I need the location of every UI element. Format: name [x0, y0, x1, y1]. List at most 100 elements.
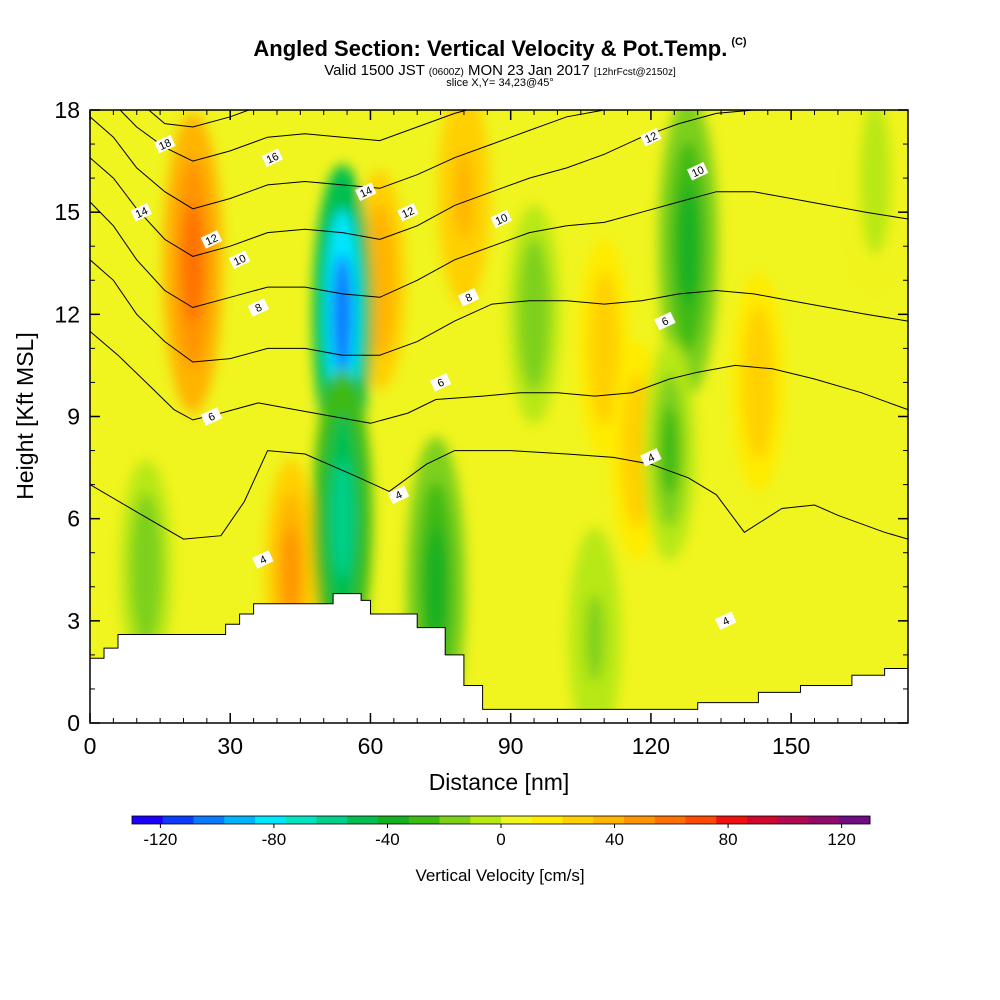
contour-label-text: 18	[157, 137, 173, 153]
theta-contour-12	[90, 110, 908, 257]
contour-label-box	[397, 202, 419, 222]
contour-label-text: 16	[265, 151, 281, 167]
contour-label-14: 14	[355, 182, 377, 201]
velocity-cell-peak	[182, 203, 204, 324]
colorbar-swatch	[593, 816, 625, 824]
velocity-cell-peak	[660, 406, 679, 495]
contour-label-12: 12	[397, 202, 419, 222]
valid-time-utc: (0600Z)	[428, 67, 464, 78]
contour-label-10: 10	[687, 162, 709, 181]
colorbar-tick-label: 40	[605, 830, 624, 849]
contour-label-10: 10	[490, 209, 512, 229]
colorbar-swatch	[624, 816, 656, 824]
contour-label-8: 8	[247, 298, 269, 317]
contour-label-box	[654, 311, 676, 331]
contour-label-12: 12	[200, 230, 223, 249]
contour-label-text: 6	[207, 411, 218, 424]
x-axis-label: Distance [nm]	[429, 769, 570, 795]
colorbar-swatch	[531, 816, 563, 824]
colorbar-swatch	[347, 816, 379, 824]
contour-label-6: 6	[200, 407, 223, 426]
contour-label-10: 10	[228, 250, 251, 270]
colorbar-swatch	[562, 816, 594, 824]
colorbar-tick-label: -120	[143, 830, 177, 849]
colorbar-swatch	[439, 816, 471, 824]
x-tick-label: 150	[772, 733, 810, 759]
contour-label-box	[261, 148, 283, 167]
chart-subtitle: Valid 1500 JST (0600Z) MON 23 Jan 2017 […	[0, 62, 1000, 79]
contour-label-box	[200, 407, 223, 426]
colorbar-swatch	[224, 816, 256, 824]
contour-label-text: 4	[394, 489, 405, 502]
terrain-profile	[90, 593, 908, 723]
plot-area: 4 4 4 4 6 6 6 8 8 10 10 10 12 12 12 14 14 16 18	[89, 109, 909, 724]
contour-label-box	[200, 230, 223, 249]
y-tick-label: 12	[54, 301, 80, 327]
contour-label-text: 10	[494, 212, 510, 228]
theta-contour-4	[90, 450, 908, 540]
colorbar-swatch	[162, 816, 194, 824]
contour-label-4: 4	[715, 611, 737, 631]
chart-title-units: (C)	[731, 36, 747, 48]
slice-info: slice X,Y= 34,23@45°	[446, 77, 554, 89]
colorbar-swatch	[716, 816, 748, 824]
field-cells	[120, 110, 902, 723]
y-tick-label: 9	[67, 404, 80, 430]
vertical-velocity-field	[90, 110, 908, 723]
x-tick-label: 30	[217, 733, 243, 759]
velocity-cell-peak	[331, 458, 353, 579]
velocity-cell-peak	[454, 151, 474, 240]
contour-label-box	[715, 611, 737, 631]
contour-label-box	[247, 298, 269, 317]
colorbar-swatch	[132, 816, 164, 824]
contour-label-box	[355, 182, 377, 201]
chart-title-text: Angled Section: Vertical Velocity & Pot.…	[253, 36, 728, 61]
contour-label-8: 8	[457, 288, 480, 307]
x-tick-label: 0	[84, 733, 97, 759]
contour-label-14: 14	[130, 202, 153, 222]
velocity-cell-peak	[866, 134, 885, 223]
forecast-info: [12hrFcst@2150z]	[593, 67, 676, 78]
colorbar-swatch	[408, 816, 440, 824]
chart-title: Angled Section: Vertical Velocity & Pot.…	[0, 36, 1000, 62]
colorbar-swatch	[685, 816, 717, 824]
velocity-cell-peak	[595, 304, 614, 393]
contour-label-text: 12	[400, 205, 416, 221]
contour-label-box	[640, 127, 662, 147]
colorbar: -120 -80 -40 0 40 80 120	[131, 815, 871, 849]
velocity-cell-peak	[627, 406, 646, 495]
y-tick-label: 18	[54, 97, 80, 123]
velocity-cell-peak	[425, 526, 447, 647]
contour-label-text: 14	[134, 205, 150, 221]
velocity-cell-peak	[136, 525, 156, 614]
colorbar-swatch	[777, 816, 809, 824]
colorbar-tick-label: 120	[827, 830, 855, 849]
colorbar-swatch	[316, 816, 348, 824]
contour-label-text: 4	[258, 554, 269, 567]
velocity-cell-peak	[281, 525, 301, 614]
theta-contour-16	[119, 110, 469, 162]
contour-label-text: 4	[721, 615, 732, 628]
contour-label-text: 8	[253, 302, 264, 315]
contour-label-text: 12	[643, 130, 659, 146]
y-tick-label: 0	[67, 710, 80, 736]
contour-label-text: 10	[690, 164, 706, 180]
contour-label-4: 4	[387, 485, 410, 505]
contour-label-box	[228, 250, 251, 270]
contour-label-4: 4	[252, 550, 274, 569]
contour-label-text: 8	[464, 291, 475, 304]
contour-label-text: 12	[204, 232, 220, 248]
colorbar-swatch	[839, 816, 871, 824]
contour-label-12: 12	[640, 127, 662, 147]
colorbar-tick-label: 80	[719, 830, 738, 849]
x-tick-label: 60	[358, 733, 384, 759]
contour-label-box	[640, 448, 662, 467]
colorbar-tick-label: 0	[496, 830, 505, 849]
contour-label-text: 6	[660, 315, 671, 328]
colorbar-swatch	[747, 816, 779, 824]
contour-label-box	[130, 202, 153, 222]
colorbar-swatch	[654, 816, 686, 824]
contour-label-6: 6	[429, 373, 452, 392]
velocity-cell-peak	[331, 254, 353, 375]
velocity-cell-peak	[524, 270, 544, 359]
